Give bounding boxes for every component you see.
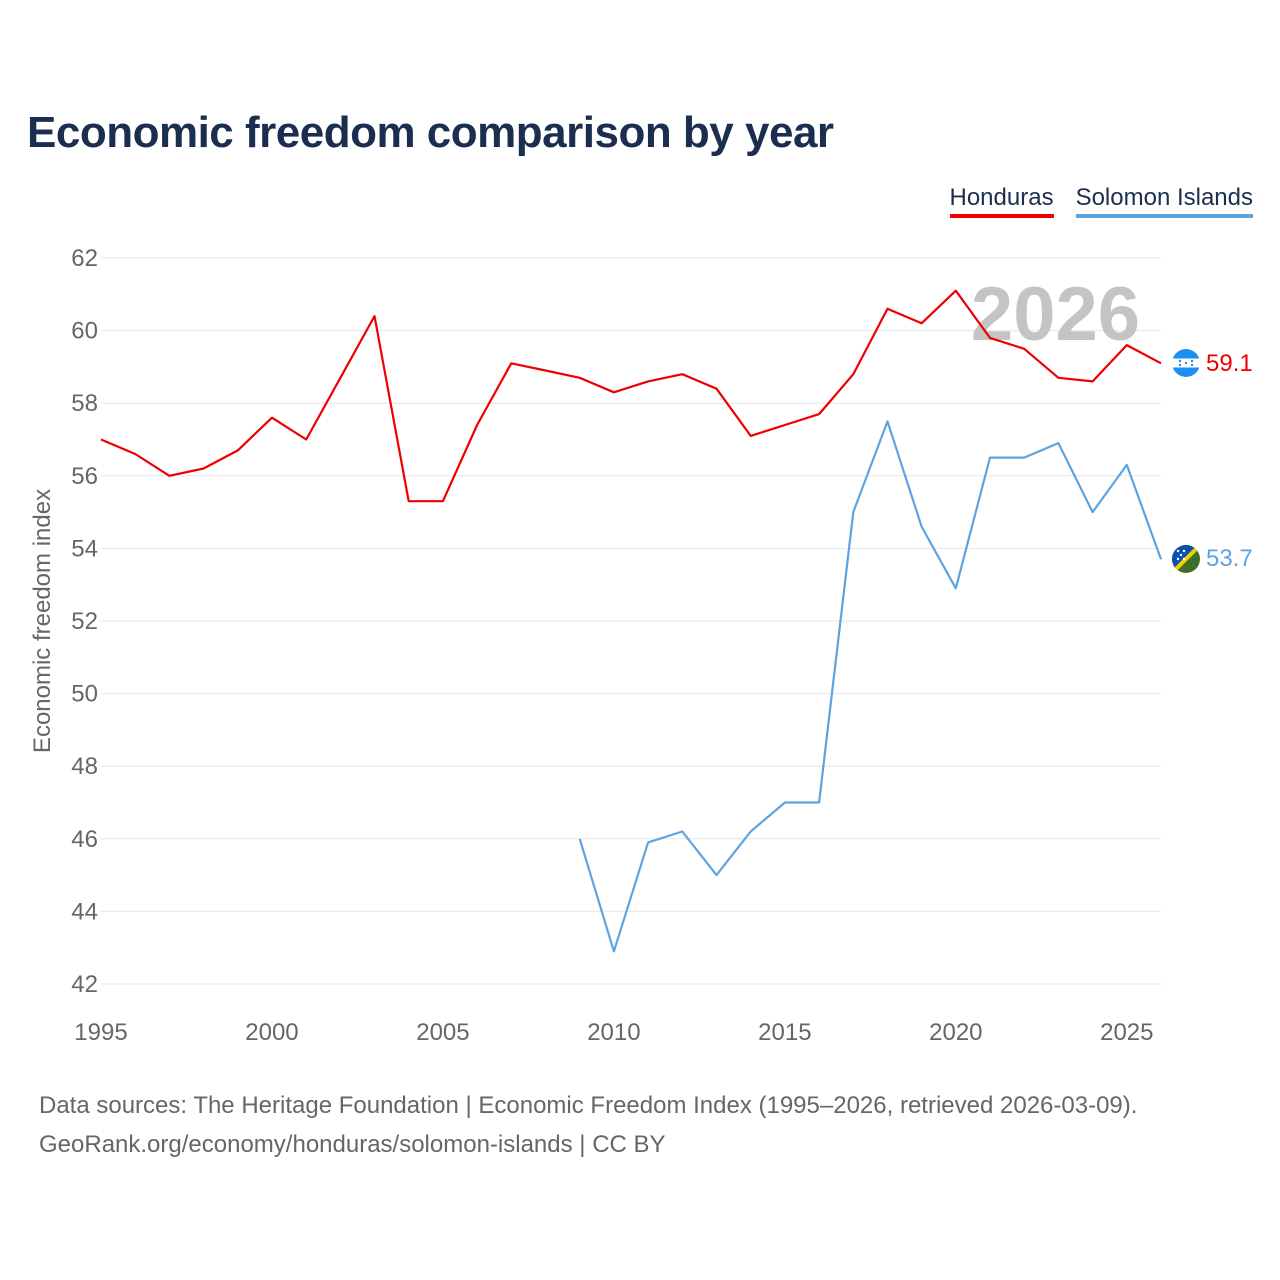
y-tick-label: 46 <box>71 826 98 853</box>
honduras-flag-icon <box>1172 349 1200 377</box>
x-tick-label: 2005 <box>416 1019 469 1046</box>
x-tick-label: 2020 <box>929 1019 982 1046</box>
solomon-islands-end-label: 53.7 <box>1206 545 1253 572</box>
legend-item-honduras[interactable]: Honduras <box>949 184 1054 218</box>
x-tick-label: 2000 <box>245 1019 298 1046</box>
y-tick-label: 58 <box>71 390 98 417</box>
legend: Honduras Solomon Islands <box>949 184 1253 218</box>
chart-title: Economic freedom comparison by year <box>27 108 834 157</box>
x-tick-label: 2015 <box>758 1019 811 1046</box>
y-tick-label: 48 <box>71 753 98 780</box>
y-axis-label: Economic freedom index <box>29 489 56 753</box>
y-axis-ticks: 42 44 46 48 50 52 54 56 58 60 62 <box>71 245 98 998</box>
grid-lines <box>101 257 1161 985</box>
year-watermark: 2026 <box>971 272 1140 357</box>
y-tick-label: 44 <box>71 898 98 925</box>
source-line: Data sources: The Heritage Foundation | … <box>39 1092 1138 1119</box>
y-tick-label: 50 <box>71 681 98 708</box>
x-tick-label: 2010 <box>587 1019 640 1046</box>
line-chart: 2026 42 44 46 48 50 52 54 56 58 60 62 1995 2000 2005… <box>29 245 1253 1046</box>
solomon-islands-flag-icon <box>1172 545 1200 573</box>
series-lines <box>100 289 1163 953</box>
series-line-honduras[interactable] <box>100 289 1162 503</box>
source-note: Data sources: The Heritage Foundation | … <box>39 1086 1137 1164</box>
y-tick-label: 54 <box>71 535 98 562</box>
x-tick-label: 1995 <box>74 1019 127 1046</box>
y-tick-label: 60 <box>71 318 98 345</box>
y-tick-label: 42 <box>71 971 98 998</box>
series-line-solomon-islands[interactable] <box>578 420 1163 953</box>
source-url: GeoRank.org/economy/honduras/solomon-isl… <box>39 1131 666 1158</box>
y-tick-label: 52 <box>71 608 98 635</box>
x-axis-ticks: 1995 2000 2005 2010 2015 2020 2025 <box>74 1019 1153 1046</box>
x-tick-label: 2025 <box>1100 1019 1153 1046</box>
y-tick-label: 56 <box>71 463 98 490</box>
legend-item-solomon-islands[interactable]: Solomon Islands <box>1075 184 1253 218</box>
honduras-end-label: 59.1 <box>1206 350 1253 377</box>
y-tick-label: 62 <box>71 245 98 272</box>
